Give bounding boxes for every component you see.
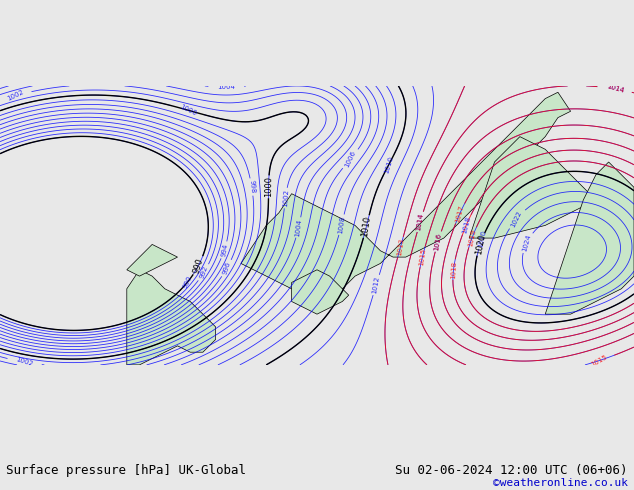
Text: 1016: 1016 [434,232,443,251]
Text: Surface pressure [hPa] UK-Global: Surface pressure [hPa] UK-Global [6,464,247,477]
Polygon shape [292,270,349,314]
Text: 1020: 1020 [477,229,487,248]
Text: 1002: 1002 [282,189,289,207]
Text: 990: 990 [192,257,205,274]
Text: 996: 996 [222,261,232,275]
Text: 1004: 1004 [217,84,235,91]
Text: 994: 994 [220,243,228,257]
Text: 1018: 1018 [462,215,472,234]
Text: 998: 998 [248,180,256,194]
Text: 1022: 1022 [510,210,523,228]
Text: 1000: 1000 [264,176,273,197]
Text: 1010: 1010 [384,155,394,174]
Text: 1013: 1013 [396,238,405,256]
Text: 1014: 1014 [416,213,425,231]
Text: 1004: 1004 [294,218,302,237]
Text: 992: 992 [199,265,209,280]
Text: 1014: 1014 [605,83,624,94]
Polygon shape [241,92,571,301]
Text: Su 02-06-2024 12:00 UTC (06+06): Su 02-06-2024 12:00 UTC (06+06) [395,464,628,477]
Text: 1015: 1015 [590,354,608,368]
Text: 1018: 1018 [450,260,457,279]
Text: 1008: 1008 [337,216,346,234]
Text: 1020: 1020 [474,233,487,255]
Text: 1024: 1024 [521,234,532,252]
Text: 1012: 1012 [372,276,380,294]
Text: ©weatheronline.co.uk: ©weatheronline.co.uk [493,478,628,488]
Polygon shape [127,245,178,276]
Text: 1015: 1015 [418,247,427,266]
Text: 990: 990 [182,275,193,290]
Text: 1014: 1014 [605,83,624,94]
Text: 1002: 1002 [6,89,24,102]
Polygon shape [469,137,596,238]
Text: 1016: 1016 [434,232,443,251]
Text: 1006: 1006 [344,149,357,168]
Text: 1002: 1002 [15,357,34,368]
Text: 1010: 1010 [360,216,372,238]
Text: 1019: 1019 [467,228,477,247]
Text: 1000: 1000 [179,103,197,117]
Polygon shape [127,270,216,365]
Polygon shape [545,162,634,314]
Text: 1017: 1017 [455,204,465,223]
Text: 1014: 1014 [416,213,425,231]
